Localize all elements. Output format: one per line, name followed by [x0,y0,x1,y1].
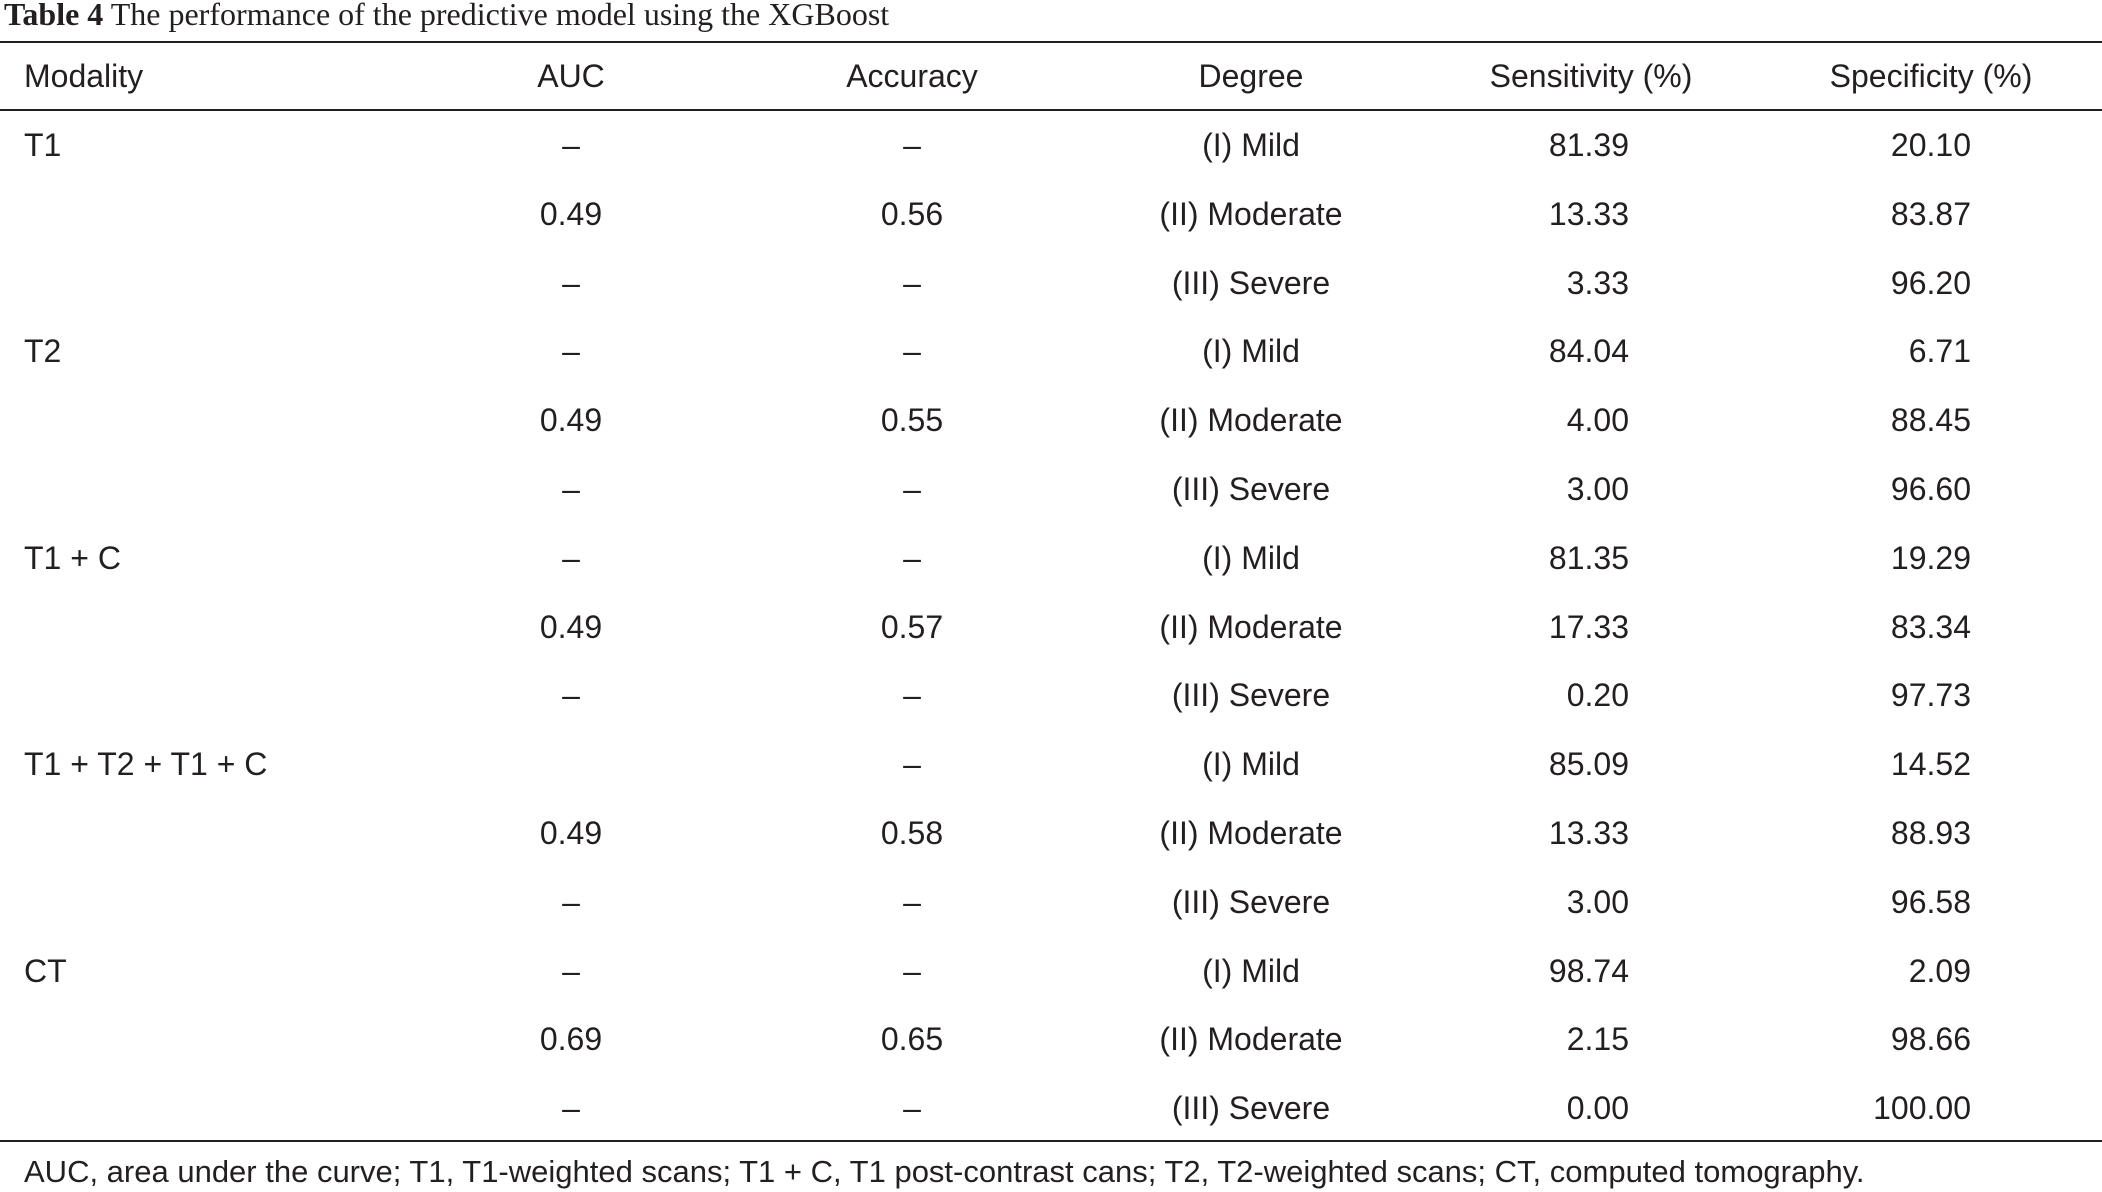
cell-sensitivity: 3.33 [1566,265,1629,301]
cell-specificity: 98.66 [1890,1021,1971,1057]
table-label: Table 4 [4,0,104,32]
cell-auc: – [562,1090,580,1126]
cell-auc: 0.49 [539,196,603,232]
header-rule [0,109,2102,111]
cell-degree: (II) Moderate [1159,815,1343,851]
cell-sensitivity: 85.09 [1548,746,1629,782]
cell-sensitivity: 13.33 [1548,196,1629,232]
cell-specificity: 19.29 [1890,540,1971,576]
cell-specificity: 96.58 [1890,884,1971,920]
cell-accuracy: – [903,1090,921,1126]
top-rule [0,41,2102,43]
cell-auc: – [562,333,580,369]
cell-specificity: 83.34 [1890,609,1971,645]
cell-degree: (I) Mild [1202,540,1300,576]
cell-auc: – [562,471,580,507]
cell-sensitivity: 13.33 [1548,815,1629,851]
table-caption: Table 4 The performance of the predictiv… [4,0,889,32]
cell-auc: 0.49 [539,815,603,851]
cell-specificity: 6.71 [1908,333,1971,369]
cell-specificity: 88.93 [1890,815,1971,851]
cell-sensitivity: 17.33 [1548,609,1629,645]
cell-degree: (I) Mild [1202,953,1300,989]
cell-accuracy: 0.58 [880,815,944,851]
table-caption-text: The performance of the predictive model … [110,0,890,32]
header-specificity: Specificity (%) [1829,58,2033,94]
cell-specificity: 2.09 [1908,953,1971,989]
cell-sensitivity: 3.00 [1566,471,1629,507]
cell-modality: CT [24,953,67,989]
header-modality: Modality [24,58,144,94]
cell-degree: (II) Moderate [1159,196,1343,232]
cell-sensitivity: 3.00 [1566,884,1629,920]
cell-accuracy: – [903,333,921,369]
cell-accuracy: – [903,540,921,576]
cell-degree: (III) Severe [1171,677,1331,713]
cell-accuracy: – [903,746,921,782]
cell-degree: (III) Severe [1171,1090,1331,1126]
cell-auc: – [562,953,580,989]
cell-specificity: 100.00 [1873,1090,1971,1126]
cell-sensitivity: 4.00 [1566,402,1629,438]
cell-sensitivity: 98.74 [1548,953,1629,989]
cell-specificity: 83.87 [1890,196,1971,232]
cell-accuracy: 0.55 [880,402,944,438]
cell-specificity: 20.10 [1890,127,1971,163]
cell-sensitivity: 2.15 [1566,1021,1629,1057]
cell-modality: T2 [24,333,62,369]
cell-auc: – [562,677,580,713]
header-auc: AUC [537,58,605,94]
cell-specificity: 14.52 [1890,746,1971,782]
header-accuracy: Accuracy [846,58,978,94]
bottom-rule [0,1140,2102,1142]
cell-degree: (I) Mild [1202,746,1300,782]
cell-degree: (II) Moderate [1159,609,1343,645]
cell-auc: 0.69 [539,1021,603,1057]
cell-degree: (II) Moderate [1159,1021,1343,1057]
cell-specificity: 97.73 [1890,677,1971,713]
cell-degree: (I) Mild [1202,127,1300,163]
cell-auc: 0.49 [539,402,603,438]
cell-specificity: 96.60 [1890,471,1971,507]
cell-accuracy: 0.57 [880,609,944,645]
cell-accuracy: – [903,884,921,920]
cell-modality: T1 + C [24,540,121,576]
cell-specificity: 88.45 [1890,402,1971,438]
cell-sensitivity: 0.20 [1566,677,1629,713]
cell-auc: – [562,127,580,163]
cell-degree: (III) Severe [1171,265,1331,301]
cell-auc: – [562,265,580,301]
cell-sensitivity: 81.35 [1548,540,1629,576]
cell-degree: (II) Moderate [1159,402,1343,438]
cell-degree: (III) Severe [1171,471,1331,507]
cell-accuracy: – [903,953,921,989]
header-sensitivity: Sensitivity (%) [1489,58,1693,94]
cell-accuracy: – [903,471,921,507]
cell-accuracy: 0.56 [880,196,944,232]
cell-degree: (III) Severe [1171,884,1331,920]
cell-degree: (I) Mild [1202,333,1300,369]
cell-modality: T1 + T2 + T1 + C [24,746,268,782]
cell-accuracy: – [903,127,921,163]
cell-accuracy: – [903,677,921,713]
cell-auc: – [562,884,580,920]
cell-accuracy: 0.65 [880,1021,944,1057]
cell-auc: – [562,540,580,576]
cell-modality: T1 [24,127,62,163]
cell-sensitivity: 81.39 [1548,127,1629,163]
cell-accuracy: – [903,265,921,301]
table-footnote: AUC, area under the curve; T1, T1-weight… [24,1154,1865,1189]
cell-sensitivity: 84.04 [1548,333,1629,369]
cell-auc: 0.49 [539,609,603,645]
cell-sensitivity: 0.00 [1566,1090,1629,1126]
header-degree: Degree [1198,58,1304,94]
cell-specificity: 96.20 [1890,265,1971,301]
